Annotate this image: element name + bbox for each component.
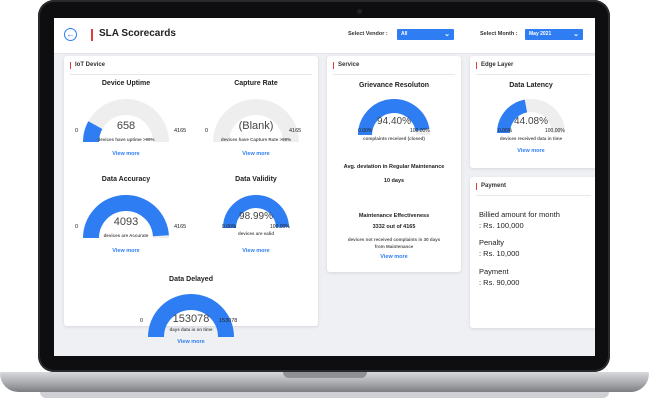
laptop-notch: [283, 372, 367, 378]
data-validity-value: 98.99%: [239, 211, 273, 222]
view-more-link[interactable]: View more: [517, 148, 545, 154]
gauge-min: 0: [140, 318, 144, 324]
maintenance-caption: from Maintenance: [374, 244, 414, 249]
data-validity-title: Data Validity: [235, 176, 277, 183]
gauge-max: 4165: [174, 224, 187, 230]
gauge-max: 153078: [219, 318, 238, 324]
gauge-min: 0: [75, 224, 79, 230]
divider: [476, 74, 591, 75]
gauge-fill: [148, 294, 234, 338]
month-select[interactable]: May 2021 ⌄: [525, 29, 583, 40]
camera: [357, 9, 362, 14]
gauge-max: 4165: [289, 128, 302, 134]
billed-value: : Rs. 100,000: [479, 221, 524, 230]
gauge-min: 0.00%: [222, 224, 237, 230]
device-uptime-title: Device Uptime: [101, 80, 151, 87]
deviation-title: Avg. deviation in Regular Maintenance: [343, 164, 445, 170]
payment-value: : Rs. 90,000: [479, 278, 520, 287]
device-uptime-value: 658: [116, 120, 136, 132]
gauge-min: 0: [205, 128, 209, 134]
data-accuracy-gauge: [83, 195, 169, 239]
penalty-label: Penalty: [479, 238, 505, 247]
divider: [333, 74, 455, 75]
iot-device-card: IoT Device Device Uptime 658 0 4165 devi…: [64, 56, 318, 345]
view-more-link[interactable]: View more: [112, 151, 140, 157]
gauge-track: [213, 99, 299, 143]
vendor-select-value: All: [401, 31, 408, 37]
maintenance-value: 3332 out of 4165: [372, 224, 416, 230]
data-delayed-title: Data Delayed: [169, 276, 213, 283]
gauge-min: 0: [75, 128, 79, 134]
payment-card: Payment Billied amount for month : Rs. 1…: [470, 177, 595, 328]
card-title: Service: [333, 62, 359, 69]
header: ← SLA Scorecards Select Vendor : All ⌄ S…: [54, 18, 595, 54]
gauge-max: 4165: [174, 128, 187, 134]
gauge-fill: [358, 99, 430, 136]
gauge-caption: devices have Capture Rate >99%: [220, 137, 292, 142]
gauge-caption: devices have uptime >99%: [97, 137, 155, 142]
data-delayed-gauge: [148, 294, 234, 338]
gauge-max: 100.00%: [270, 224, 290, 230]
gauge-min: 0.00%: [358, 128, 373, 134]
gauge-caption: days data is on time: [169, 327, 213, 332]
gauge-caption: devices received data in time: [499, 136, 563, 141]
title-accent: [91, 29, 93, 41]
grievance-title: Grievance Resoluton: [358, 82, 430, 89]
view-more-link[interactable]: View more: [242, 248, 270, 254]
laptop-shadow: [40, 392, 609, 398]
maintenance-title: Maintenance Effectiveness: [358, 213, 430, 219]
grievance-gauge: [358, 99, 430, 136]
data-latency-value: 44.08%: [514, 116, 548, 127]
vendor-select[interactable]: All ⌄: [397, 29, 454, 40]
edge-layer-card: Edge Layer Data Latency 44.08% 0.00% 100…: [470, 56, 595, 168]
divider: [70, 74, 312, 75]
maintenance-caption: devices not received complaints in 30 da…: [347, 237, 441, 242]
capture-rate-title: Capture Rate: [234, 80, 278, 87]
gauge-caption: devices are Accurate: [103, 233, 149, 238]
divider: [476, 195, 591, 196]
gauge-max: 100.00%: [410, 128, 430, 134]
month-label: Select Month :: [480, 31, 518, 37]
billed-label: Billied amount for month: [479, 210, 560, 219]
data-accuracy-title: Data Accuracy: [101, 176, 151, 183]
gauge-fill: [223, 195, 289, 229]
grievance-value: 94.40%: [377, 116, 411, 127]
view-more-link[interactable]: View more: [242, 151, 270, 157]
view-more-link[interactable]: View more: [380, 254, 408, 260]
data-validity-gauge: [223, 195, 289, 229]
gauge-fill: [83, 195, 169, 239]
data-latency-gauge: [497, 99, 565, 134]
data-accuracy-value: 4093: [113, 216, 139, 228]
chevron-down-icon: ⌄: [573, 31, 579, 38]
chevron-down-icon: ⌄: [444, 31, 450, 38]
month-select-value: May 2021: [529, 31, 552, 37]
screen: ← SLA Scorecards Select Vendor : All ⌄ S…: [54, 18, 595, 356]
service-card: Service Grievance Resoluton 94.40% 0.00%…: [327, 56, 461, 272]
data-latency-title: Data Latency: [509, 82, 553, 89]
gauge-max: 100.00%: [545, 128, 565, 134]
gauge-fill: [83, 121, 103, 143]
device-uptime-gauge: [83, 99, 169, 143]
capture-rate-gauge: [213, 99, 299, 143]
card-title: Payment: [476, 183, 506, 190]
card-title: Edge Layer: [476, 62, 513, 69]
capture-rate-value: (Blank): [238, 120, 274, 132]
gauge-caption: devices are valid: [237, 231, 275, 236]
laptop-base: [0, 372, 649, 392]
view-more-link[interactable]: View more: [177, 339, 205, 345]
back-arrow-icon[interactable]: ←: [64, 28, 77, 41]
gauge-caption: complaints received (closed): [363, 136, 425, 141]
data-delayed-value: 153078: [172, 313, 210, 325]
deviation-value: 10 days: [383, 178, 405, 184]
payment-label: Payment: [479, 267, 509, 276]
page-title: SLA Scorecards: [99, 28, 176, 39]
gauge-fill: [497, 99, 528, 134]
view-more-link[interactable]: View more: [112, 248, 140, 254]
gauge-min: 0.00%: [498, 128, 513, 134]
vendor-label: Select Vendor :: [348, 31, 388, 37]
penalty-value: : Rs. 10,000: [479, 249, 520, 258]
card-title: IoT Device: [70, 62, 105, 69]
